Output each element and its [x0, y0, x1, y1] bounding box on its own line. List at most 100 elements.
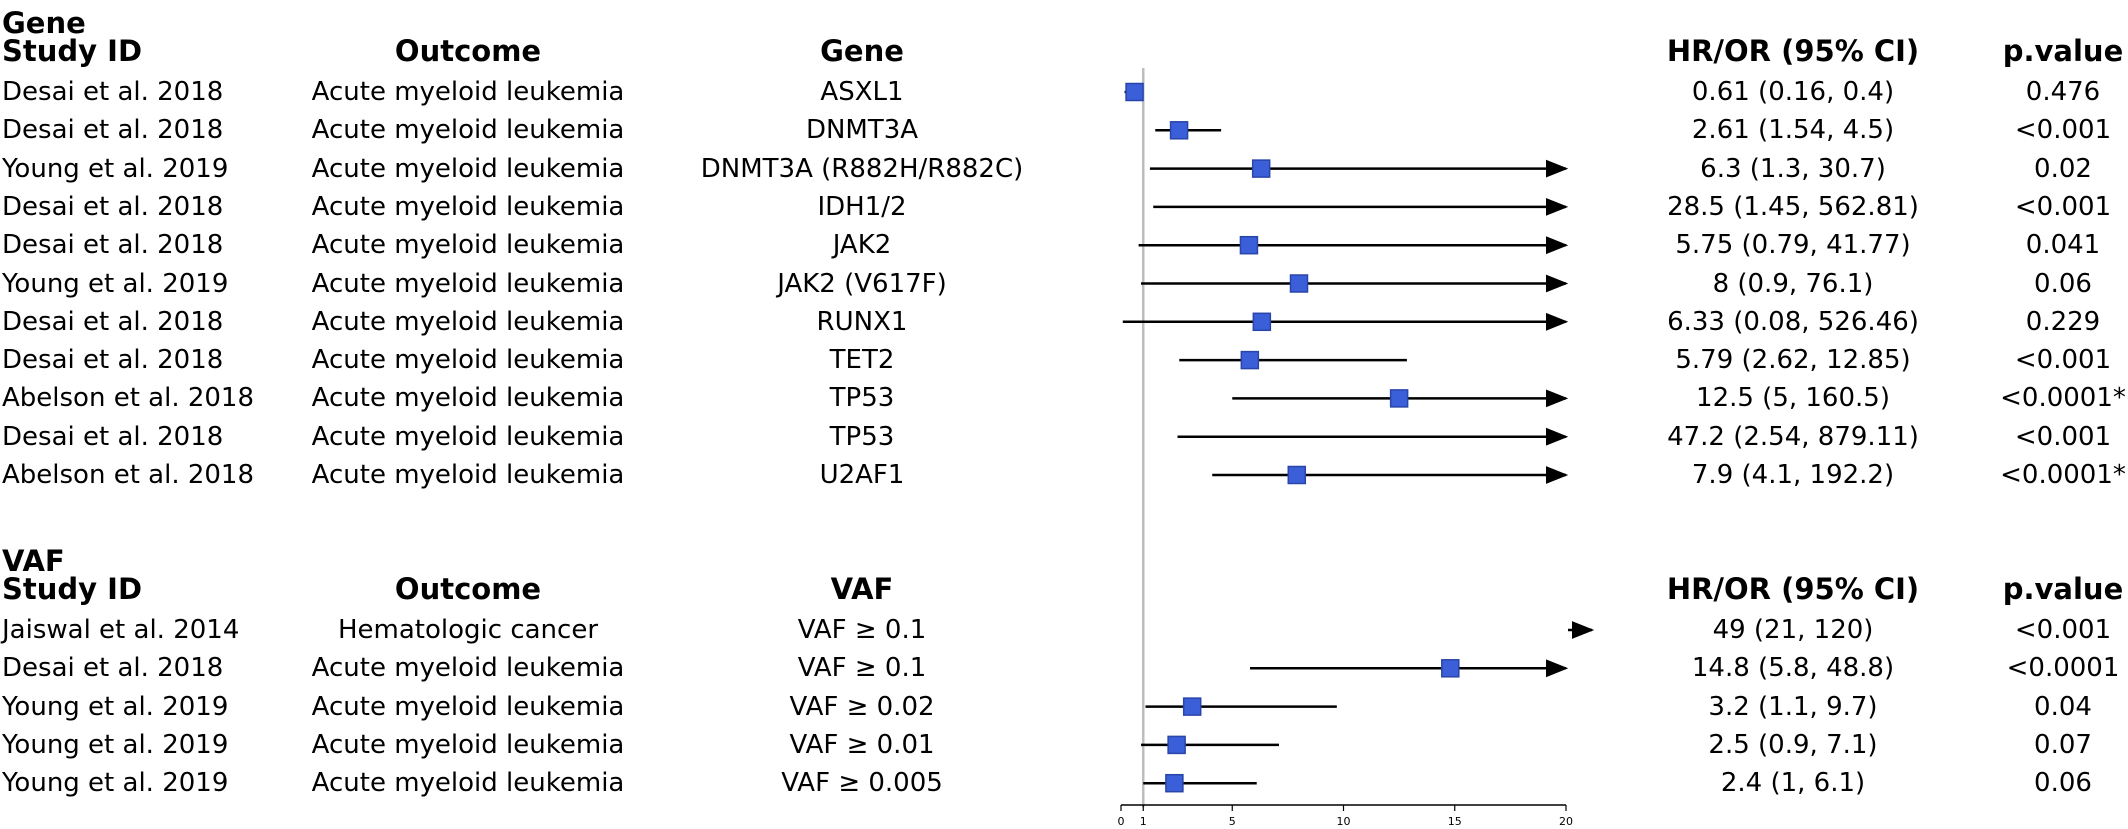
- row-label: ASXL1: [820, 77, 904, 107]
- x-axis-tick-label: 10: [1337, 815, 1351, 828]
- row-outcome: Acute myeloid leukemia: [311, 306, 625, 337]
- row-ci-text: 2.5 (0.9, 7.1): [1708, 729, 1878, 760]
- point-estimate-marker: [1441, 659, 1460, 678]
- row-ci-text: 6.3 (1.3, 30.7): [1700, 153, 1886, 184]
- row-ci-text: 0.61 (0.16, 0.4): [1691, 77, 1895, 107]
- row-pvalue: 0.07: [2034, 729, 2092, 760]
- col-header-ci: HR/OR (95% CI): [1666, 34, 1920, 68]
- point-estimate-marker: [1287, 465, 1307, 485]
- row-pvalue: <0.0001*: [2000, 460, 2126, 490]
- row-outcome: Acute myeloid leukemia: [311, 230, 625, 261]
- row-ci-text: 5.79 (2.62, 12.85): [1675, 345, 1911, 376]
- row-outcome: Hematologic cancer: [337, 615, 599, 645]
- row-label: TET2: [829, 345, 895, 376]
- point-estimate-marker: [1240, 350, 1260, 370]
- row-pvalue: <0.001: [2014, 345, 2112, 376]
- row-ci-text: 28.5 (1.45, 562.81): [1667, 191, 1919, 222]
- row-ci-text: 49 (21, 120): [1712, 615, 1874, 645]
- col-header-label: VAF: [830, 572, 894, 606]
- row-outcome: Acute myeloid leukemia: [311, 421, 625, 452]
- row-study-id: Desai et al. 2018: [2, 191, 224, 222]
- row-study-id: Young et al. 2019: [2, 691, 229, 722]
- row-label: RUNX1: [816, 306, 908, 337]
- row-pvalue: <0.001: [2014, 191, 2112, 222]
- point-estimate-marker: [1125, 82, 1144, 102]
- row-pvalue: <0.0001*: [2000, 383, 2126, 414]
- point-estimate-marker: [1165, 773, 1184, 793]
- col-header-outcome: Outcome: [394, 34, 542, 68]
- row-label: VAF ≥ 0.02: [789, 691, 935, 722]
- row-study-id: Young et al. 2019: [2, 729, 229, 760]
- row-outcome: Acute myeloid leukemia: [311, 768, 625, 799]
- point-estimate-marker: [1252, 312, 1272, 332]
- row-outcome: Acute myeloid leukemia: [311, 383, 625, 414]
- row-label: VAF ≥ 0.005: [781, 768, 943, 799]
- row-study-id: Abelson et al. 2018: [2, 383, 255, 414]
- col-header-study: Study ID: [2, 572, 143, 606]
- row-label: DNMT3A (R882H/R882C): [700, 153, 1024, 184]
- row-study-id: Jaiswal et al. 2014: [2, 615, 240, 645]
- row-study-id: Desai et al. 2018: [2, 77, 224, 107]
- row-ci-text: 14.8 (5.8, 48.8): [1691, 653, 1895, 684]
- x-axis-tick-label: 15: [1448, 815, 1462, 828]
- col-header-pvalue: p.value: [2002, 572, 2124, 606]
- x-axis-tick-label: 1: [1140, 815, 1147, 828]
- row-pvalue: <0.001: [2014, 421, 2112, 452]
- row-label: VAF ≥ 0.1: [797, 653, 927, 684]
- row-label: IDH1/2: [817, 191, 907, 222]
- row-study-id: Abelson et al. 2018: [2, 460, 255, 490]
- row-outcome: Acute myeloid leukemia: [311, 729, 625, 760]
- col-header-study: Study ID: [2, 34, 143, 68]
- row-ci-text: 2.4 (1, 6.1): [1720, 768, 1866, 799]
- row-study-id: Desai et al. 2018: [2, 653, 224, 684]
- row-study-id: Desai et al. 2018: [2, 345, 224, 376]
- row-pvalue: <0.0001: [2006, 653, 2120, 684]
- row-outcome: Acute myeloid leukemia: [311, 115, 625, 146]
- x-axis-tick-label: 0: [1118, 815, 1125, 828]
- point-estimate-marker: [1169, 121, 1189, 140]
- row-study-id: Young et al. 2019: [2, 153, 229, 184]
- row-pvalue: 0.476: [2025, 77, 2101, 107]
- row-pvalue: <0.001: [2014, 615, 2112, 645]
- row-label: TP53: [829, 421, 895, 452]
- col-header-outcome: Outcome: [394, 572, 542, 606]
- row-label: JAK2 (V617F): [777, 268, 947, 299]
- row-label: VAF ≥ 0.01: [789, 729, 935, 760]
- point-estimate-marker: [1182, 697, 1202, 716]
- row-outcome: Acute myeloid leukemia: [311, 653, 625, 684]
- row-label: TP53: [829, 383, 895, 414]
- row-ci-text: 6.33 (0.08, 526.46): [1667, 306, 1919, 337]
- point-estimate-marker: [1389, 389, 1409, 408]
- col-header-label: Gene: [820, 34, 904, 68]
- col-header-ci: HR/OR (95% CI): [1666, 572, 1920, 606]
- row-study-id: Desai et al. 2018: [2, 230, 224, 261]
- row-ci-text: 7.9 (4.1, 192.2): [1691, 460, 1895, 490]
- row-pvalue: 0.229: [2025, 306, 2101, 337]
- row-study-id: Desai et al. 2018: [2, 115, 224, 146]
- row-ci-text: 2.61 (1.54, 4.5): [1691, 115, 1895, 146]
- row-study-id: Young et al. 2019: [2, 268, 229, 299]
- row-ci-text: 5.75 (0.79, 41.77): [1675, 230, 1911, 261]
- row-ci-text: 3.2 (1.1, 9.7): [1708, 691, 1878, 722]
- row-pvalue: 0.02: [2034, 153, 2092, 184]
- row-outcome: Acute myeloid leukemia: [311, 691, 625, 722]
- row-label: U2AF1: [819, 460, 905, 490]
- section-title: VAF: [2, 544, 65, 578]
- row-label: DNMT3A: [805, 115, 919, 146]
- row-ci-text: 8 (0.9, 76.1): [1712, 268, 1874, 299]
- point-estimate-marker: [1167, 735, 1186, 755]
- row-ci-text: 12.5 (5, 160.5): [1696, 383, 1890, 414]
- point-estimate-marker: [1239, 235, 1259, 255]
- row-pvalue: 0.04: [2034, 691, 2092, 722]
- row-study-id: Desai et al. 2018: [2, 306, 224, 337]
- row-study-id: Young et al. 2019: [2, 768, 229, 799]
- row-study-id: Desai et al. 2018: [2, 421, 224, 452]
- row-pvalue: 0.06: [2034, 268, 2092, 299]
- row-outcome: Acute myeloid leukemia: [311, 460, 625, 490]
- row-outcome: Acute myeloid leukemia: [311, 268, 625, 299]
- section-title: Gene: [2, 6, 86, 40]
- row-pvalue: 0.041: [2025, 230, 2101, 261]
- row-outcome: Acute myeloid leukemia: [311, 191, 625, 222]
- row-label: JAK2: [832, 230, 892, 261]
